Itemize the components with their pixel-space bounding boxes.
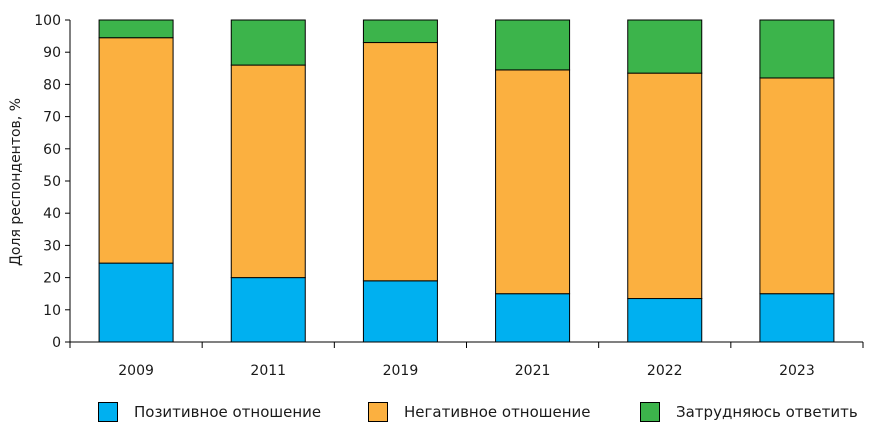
bar-segment-undecided: [98, 19, 174, 39]
legend: Позитивное отношение Негативное отношени…: [0, 402, 869, 424]
y-tick-label: 90: [43, 45, 61, 61]
legend-item-undecided: Затрудняюсь ответить: [640, 402, 858, 422]
bar-segment-positive: [362, 280, 438, 343]
y-tick-label: 10: [43, 303, 61, 319]
legend-swatch-positive: [98, 402, 118, 422]
bar-segment-negative: [759, 77, 835, 295]
bars: [98, 19, 835, 343]
bar-segment-positive: [495, 293, 571, 343]
bar-segment-undecided: [759, 19, 835, 79]
bar-segment-undecided: [230, 19, 306, 66]
legend-swatch-undecided: [640, 402, 660, 422]
x-tick-label: 2022: [647, 363, 683, 379]
bar-segment-negative: [230, 64, 306, 279]
bar-segment-negative: [98, 37, 174, 264]
legend-swatch-negative: [368, 402, 388, 422]
x-tick-label: 2021: [515, 363, 551, 379]
bar-segment-positive: [627, 298, 703, 343]
x-tick-label: 2023: [779, 363, 815, 379]
y-tick-label: 20: [43, 271, 61, 287]
y-tick-label: 70: [43, 110, 61, 126]
y-axis-label: Доля респондентов, %: [8, 98, 24, 266]
legend-item-negative: Негативное отношение: [368, 402, 591, 422]
bar-segment-undecided: [627, 19, 703, 74]
y-tick-label: 60: [43, 142, 61, 158]
legend-label-negative: Негативное отношение: [404, 403, 591, 421]
bar-segment-negative: [627, 72, 703, 300]
x-tick-label: 2009: [118, 363, 154, 379]
y-axis: 0 10 20 30 40 50 60 70 80 90 100: [34, 13, 71, 351]
bar-segment-positive: [230, 277, 306, 343]
x-tick-label: 2011: [250, 363, 286, 379]
y-tick-label: 0: [52, 335, 61, 351]
bar-segment-negative: [362, 42, 438, 282]
bar-segment-positive: [759, 293, 835, 343]
legend-item-positive: Позитивное отношение: [98, 402, 321, 422]
legend-label-undecided: Затрудняюсь ответить: [676, 403, 858, 421]
y-tick-label: 80: [43, 77, 61, 93]
y-tick-label: 50: [43, 174, 61, 190]
legend-label-positive: Позитивное отношение: [134, 403, 322, 421]
bar-segment-positive: [98, 262, 174, 343]
y-tick-label: 40: [43, 206, 61, 222]
x-axis: 2009 2011 2019 2021 2022 2023: [69, 341, 864, 379]
x-tick-label: 2019: [383, 363, 419, 379]
y-tick-label: 100: [34, 13, 61, 29]
bar-segment-negative: [495, 69, 571, 295]
bar-segment-undecided: [362, 19, 438, 44]
y-tick-label: 30: [43, 238, 61, 254]
bar-segment-undecided: [495, 19, 571, 71]
